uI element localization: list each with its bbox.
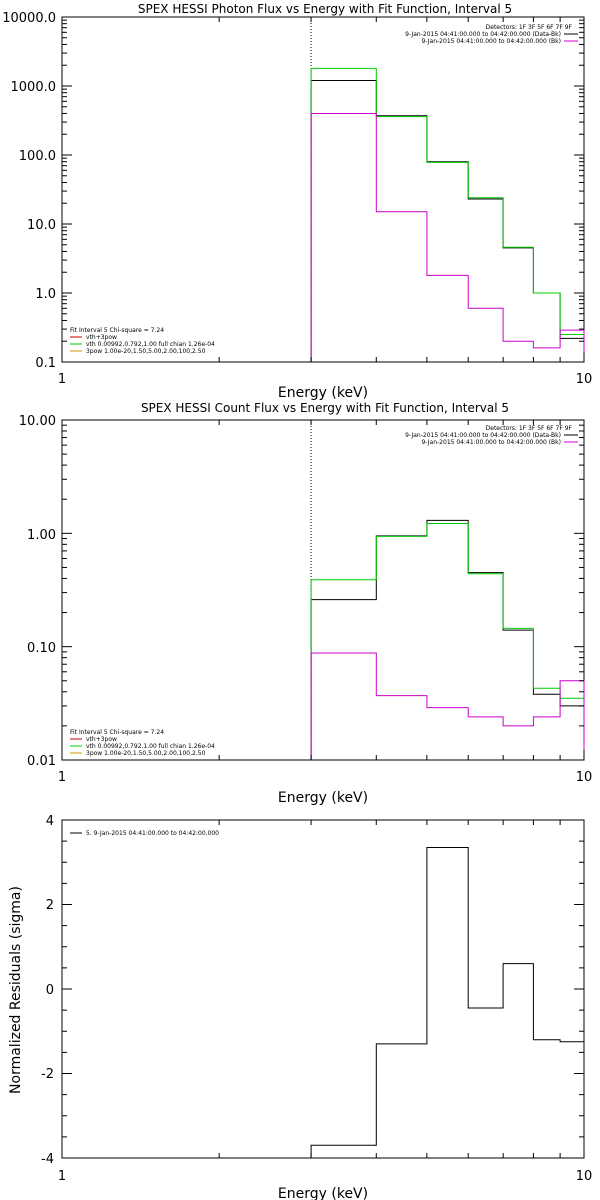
panel1-legend-bk: 9-Jan-2015 04:41:00.000 to 04:42:00.000 … [421,38,561,45]
panel3-y-tick-label: 0 [46,983,54,998]
panel2-x-axis-label: Energy (keV) [278,790,368,806]
panel2-legend-3pow: 3pow 1.00e-20,1.50,5.00,2.00,100,2.50 [86,750,206,757]
series-line-0 [310,847,584,1158]
panel1-legend-fit-interval: Fit Interval 5 Chi-square = 7.24 [70,327,164,334]
panel1-x-tick-label: 1 [58,372,66,387]
panel1-y-tick-label: 1000.0 [11,80,57,95]
panel3-y-tick-label: 4 [46,814,54,829]
panel2-x-tick-label: 10 [576,770,593,785]
panel3-x-tick-label: 1 [58,1169,66,1184]
panel2-legend-detectors: Detectors: 1F 3F 5F 6F 7F 9F [486,425,573,432]
panel-count-flux: SPEX HESSI Count Flux vs Energy with Fit… [19,401,592,806]
panel1-legend-vth: vth 0.00992,0.792,1.00 full chian 1.26e-… [86,341,215,348]
panel1-legend-vth3pow: vth+3pow [86,334,117,341]
panel1-y-tick-label: 0.1 [35,356,56,371]
panel1-y-tick-label: 100.0 [19,149,56,164]
panel2-y-tick-label: 0.10 [27,641,56,656]
panel1-y-tick-label: 1.0 [35,287,56,302]
panel3-x-axis-label: Energy (keV) [278,1186,368,1200]
series-line-2 [310,113,585,362]
panel1-x-axis-label: Energy (keV) [278,385,368,401]
panel2-legend-vth: vth 0.00992,0.792,1.00 full chian 1.26e-… [86,743,215,750]
panel2-legend-bk: 9-Jan-2015 04:41:00.000 to 04:42:00.000 … [421,439,561,446]
panel1-legend-detectors: Detectors: 1F 3F 5F 6F 7F 9F [486,24,573,31]
panel2-y-tick-label: 1.00 [27,528,56,543]
panel2-plot-frame [61,419,585,761]
panel2-legend-fit-interval: Fit Interval 5 Chi-square = 7.24 [70,729,164,736]
panel3-legend-interval: 5. 9-Jan-2015 04:41:00.000 to 04:42:00.0… [86,830,219,837]
panel2-y-tick-label: 0.01 [27,754,56,769]
panel1-plot-frame [61,16,585,363]
panel1-y-tick-label: 10.0 [27,218,56,233]
panel-photon-flux: SPEX HESSI Photon Flux vs Energy with Fi… [2,2,592,401]
panel1-legend-data-bk: 9-Jan-2015 04:41:00.000 to 04:42:00.000 … [405,31,561,38]
panel3-y-tick-label: 2 [46,898,54,913]
panel1-legend-3pow: 3pow 1.00e-20,1.50,5.00,2.00,100,2.50 [86,348,206,355]
series-line-0 [310,519,585,760]
panel-residuals: 4 2 0 -2 -4 1 10 Energy (keV) Normalized… [8,814,592,1200]
panel3-y-tick-label: -2 [41,1067,54,1082]
panel2-title: SPEX HESSI Count Flux vs Energy with Fit… [141,401,509,415]
series-line-0 [310,80,585,362]
panel3-y-tick-label: -4 [41,1152,54,1167]
series-line-1 [310,67,585,362]
panel2-x-tick-label: 1 [58,770,66,785]
series-line-1 [310,523,585,760]
panel2-legend-vth3pow: vth+3pow [86,736,117,743]
panel2-y-tick-label: 10.00 [19,414,56,429]
panel2-legend-data-bk: 9-Jan-2015 04:41:00.000 to 04:42:00.000 … [405,432,561,439]
panel1-y-tick-label: 10000.0 [2,11,56,26]
panel1-title: SPEX HESSI Photon Flux vs Energy with Fi… [138,2,512,16]
panel3-plot-frame [61,819,585,1159]
series-line-2 [310,652,585,760]
panel3-x-tick-label: 10 [576,1169,593,1184]
panel3-y-axis-label: Normalized Residuals (sigma) [8,886,24,1094]
panel1-x-tick-label: 10 [576,372,593,387]
